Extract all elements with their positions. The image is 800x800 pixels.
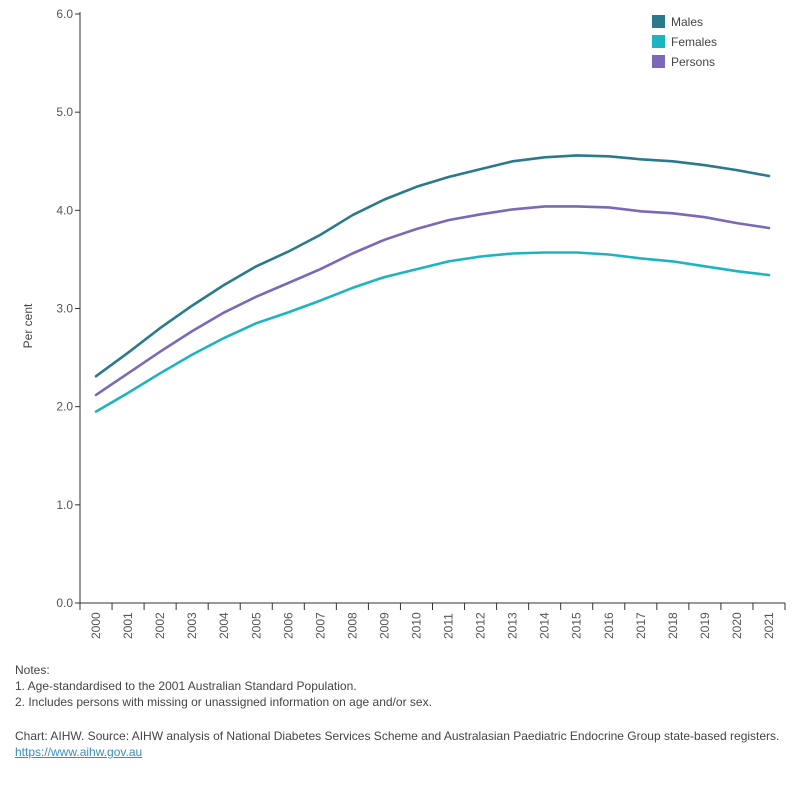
x-tick-label: 2009 (377, 612, 391, 639)
x-tick-label: 2015 (570, 612, 584, 639)
x-tick-label: 2003 (185, 612, 199, 639)
source-block: Chart: AIHW. Source: AIHW analysis of Na… (15, 728, 785, 760)
x-tick-label: 2013 (506, 612, 520, 639)
x-tick-label: 2012 (474, 612, 488, 639)
y-tick-label: 3.0 (56, 302, 73, 316)
x-tick-label: 2010 (409, 612, 423, 639)
x-tick-label: 2008 (345, 612, 359, 639)
legend-label: Persons (671, 55, 715, 69)
x-tick-label: 2005 (249, 612, 263, 639)
legend-swatch (652, 35, 665, 48)
y-tick-label: 4.0 (56, 203, 73, 217)
x-tick-label: 2018 (666, 612, 680, 639)
x-axis: 2000 2001 2002 2003 2004 2005 2006 2007 2008 2009… (79, 602, 786, 639)
series-line-males (94, 154, 771, 378)
x-tick-label: 2006 (281, 612, 295, 639)
x-tick-label: 2001 (121, 612, 135, 639)
series-line-females (94, 251, 771, 413)
y-axis: 0.0 1.0 2.0 3.0 4.0 5.0 6.0 (56, 7, 81, 610)
source-link[interactable]: https://www.aihw.gov.au (15, 745, 143, 759)
source-text: Chart: AIHW. Source: AIHW analysis of Na… (15, 729, 780, 743)
line-chart: 0.01.02.03.04.05.06.0 2000 2001 2002 2003 20… (21, 7, 786, 639)
note-item-1: 1. Age-standardised to the 2001 Australi… (15, 679, 357, 693)
notes-heading: Notes: (15, 663, 50, 677)
legend-label: Males (671, 15, 703, 29)
x-tick-label: 2016 (602, 612, 616, 639)
x-tick-label: 2020 (730, 612, 744, 639)
legend-swatch (652, 15, 665, 28)
x-tick-label: 2000 (89, 612, 103, 639)
x-tick-label: 2014 (538, 612, 552, 639)
x-tick-label: 2007 (313, 612, 327, 639)
x-tick-label: 2011 (442, 613, 456, 639)
legend: Males Females Persons (652, 15, 717, 69)
legend-label: Females (671, 35, 717, 49)
y-tick-label: 6.0 (56, 7, 73, 21)
y-tick-label: 0.0 (56, 596, 73, 610)
y-tick-label: 1.0 (56, 498, 73, 512)
x-tick-label: 2017 (634, 612, 648, 639)
notes: Notes: 1. Age-standardised to the 2001 A… (15, 662, 785, 710)
x-tick-label: 2019 (698, 612, 712, 639)
x-tick-label: 2004 (217, 612, 231, 639)
series-lines (94, 154, 771, 413)
y-axis-title: Per cent (21, 303, 35, 348)
x-tick-label: 2002 (153, 612, 167, 639)
y-tick-label: 5.0 (56, 105, 73, 119)
note-item-2: 2. Includes persons with missing or unas… (15, 695, 432, 709)
x-tick-label: 2021 (762, 612, 776, 639)
legend-swatch (652, 55, 665, 68)
y-tick-label: 2.0 (56, 400, 73, 414)
series-line-persons (94, 205, 771, 397)
